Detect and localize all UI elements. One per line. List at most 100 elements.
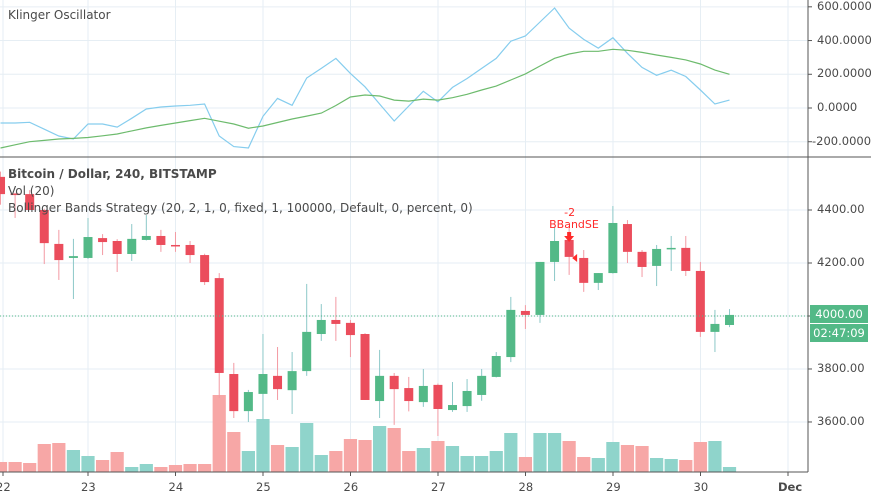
last-price-tag: 4000.00 xyxy=(810,305,868,323)
candle-body xyxy=(652,248,662,266)
axis-label: 200.0000 xyxy=(817,66,871,81)
volume-bar xyxy=(431,441,445,472)
volume-bar xyxy=(445,446,460,472)
candle-body xyxy=(710,323,720,332)
axis-label: 27 xyxy=(431,480,446,494)
volume-bar xyxy=(314,455,328,472)
volume-bar xyxy=(547,433,562,472)
volume-bar xyxy=(562,441,576,472)
candle-body xyxy=(375,375,385,402)
bar-countdown-tag: 02:47:09 xyxy=(810,324,868,342)
volume-bar xyxy=(125,467,139,472)
volume-bar xyxy=(256,419,270,472)
candle-body xyxy=(360,334,370,400)
axis-label: 4400.00 xyxy=(817,202,865,216)
volume-bar xyxy=(110,452,124,472)
signal-markers xyxy=(564,232,578,262)
volume-bar xyxy=(270,445,285,472)
volume-bar xyxy=(708,441,722,472)
candle-body xyxy=(39,210,49,244)
volume-bar xyxy=(606,442,620,472)
volume-bar xyxy=(198,464,212,472)
candle-body xyxy=(141,235,151,240)
candle-body xyxy=(491,355,501,377)
axis-label: 600.0000 xyxy=(817,0,871,13)
volume-bar xyxy=(635,446,649,472)
volume-bar xyxy=(358,440,372,472)
candle-body xyxy=(127,238,137,254)
axis-label: 400.0000 xyxy=(817,32,871,47)
volume-bar xyxy=(518,457,532,472)
volume-bars xyxy=(0,395,737,472)
signal-name: BBandSE xyxy=(549,218,599,231)
candle-body xyxy=(725,314,735,325)
volume-bar xyxy=(212,395,226,472)
candle-body xyxy=(273,375,283,390)
volume-bar xyxy=(402,451,416,472)
symbol-title[interactable]: Bitcoin / Dollar, 240, BITSTAMP xyxy=(8,167,217,181)
axis-label: 4200.00 xyxy=(817,254,865,269)
candle-body xyxy=(83,237,93,258)
volume-bar xyxy=(81,456,95,472)
candle-body xyxy=(287,371,297,391)
volume-bar xyxy=(664,459,678,472)
axis-label: 29 xyxy=(606,480,621,494)
volume-bar xyxy=(475,456,489,472)
candle-body xyxy=(462,390,472,407)
volume-legend[interactable]: Vol (20) xyxy=(8,184,55,198)
candle-body xyxy=(506,309,516,358)
candle-body xyxy=(331,319,341,324)
candle-body xyxy=(448,405,457,411)
strategy-legend[interactable]: Bollinger Bands Strategy (20, 2, 1, 0, f… xyxy=(8,201,473,215)
candle-body xyxy=(593,273,603,283)
candle-body xyxy=(550,241,560,262)
candle-body xyxy=(243,392,253,412)
axis-label: 0.0000 xyxy=(817,100,858,114)
volume-bar xyxy=(300,423,314,472)
axis-label: 23 xyxy=(81,480,96,494)
signal-entry-triangle-icon xyxy=(572,254,578,262)
candle-body xyxy=(156,235,166,245)
volume-bar xyxy=(285,447,299,472)
signal-arrow-down-icon xyxy=(564,232,575,242)
candle-body xyxy=(477,375,487,395)
candle-body xyxy=(345,322,355,336)
candle-body xyxy=(433,384,443,409)
candle-body xyxy=(535,261,545,315)
klinger-oscillator-line xyxy=(0,7,730,149)
volume-bar xyxy=(416,448,430,472)
volume-bar xyxy=(679,460,693,472)
candle-body xyxy=(695,270,705,332)
candle-body xyxy=(185,244,195,256)
volume-bar xyxy=(533,433,547,472)
volume-bar xyxy=(620,445,635,472)
axes xyxy=(0,0,871,476)
volume-bar xyxy=(650,458,664,472)
volume-bar xyxy=(591,458,605,472)
candle-body xyxy=(98,238,108,243)
volume-bar xyxy=(66,450,81,472)
candle-body xyxy=(389,375,399,390)
candle-body xyxy=(112,241,122,254)
candle-body xyxy=(564,239,574,257)
volume-bar xyxy=(241,451,255,472)
volume-bar xyxy=(387,428,401,472)
volume-bar xyxy=(52,443,66,472)
grid xyxy=(0,0,808,472)
candle-body xyxy=(404,388,414,402)
axis-label: 28 xyxy=(518,480,534,494)
candle-body xyxy=(608,222,618,274)
axis-label: 3600.00 xyxy=(817,413,865,428)
volume-bar xyxy=(37,444,51,472)
candle-body xyxy=(579,257,589,283)
axis-label: 24 xyxy=(168,480,184,494)
axis-label: 26 xyxy=(343,480,359,494)
volume-bar xyxy=(504,433,518,472)
volume-bar xyxy=(95,460,110,472)
candle-body xyxy=(316,319,326,335)
candle-body xyxy=(520,310,530,315)
candle-body xyxy=(54,243,64,261)
volume-bar xyxy=(460,456,474,472)
candle-body xyxy=(637,251,647,267)
